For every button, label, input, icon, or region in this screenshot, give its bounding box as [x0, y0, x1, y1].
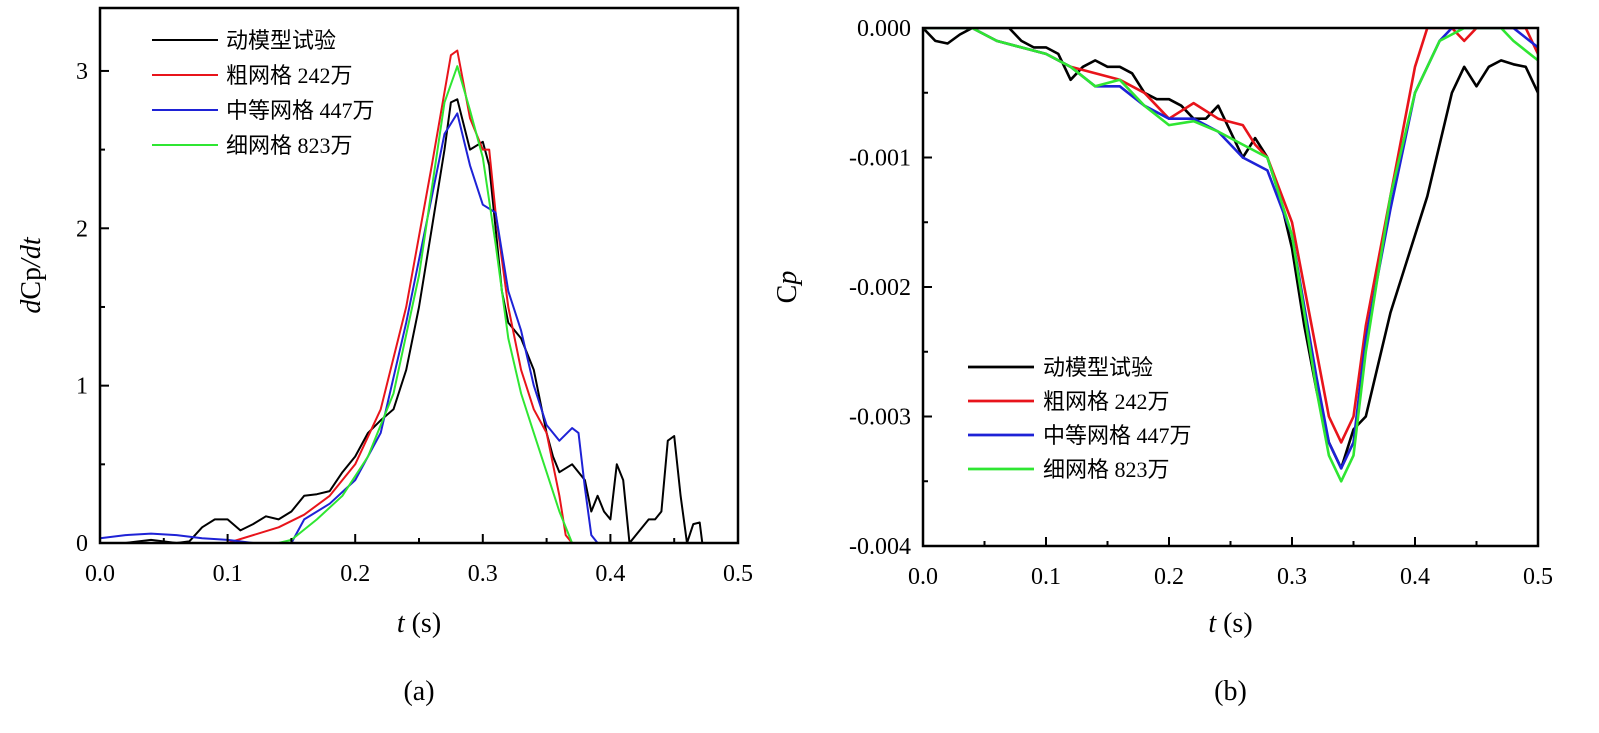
series-line-4: [923, 28, 1538, 483]
series-line-2: [100, 49, 573, 543]
series-line-1: [923, 28, 1538, 470]
x-tick-label: 0.0: [908, 564, 938, 590]
x-tick-label: 0.3: [468, 561, 498, 587]
x-tick-label: 0.1: [213, 561, 243, 587]
x-axis-title: t (s): [1208, 608, 1252, 639]
y-tick-label: 1: [76, 374, 88, 400]
chart-a: 0.0 0.1 0.2 0.3 0.4 0.5 0 1 2 3 t (s) dCp/dt 动模型试验粗网…: [16, 6, 753, 707]
legend-label: 粗网格 242万: [1043, 389, 1170, 414]
series-line-1: [100, 98, 704, 543]
legend-label: 中等网格 447万: [1043, 423, 1192, 448]
x-tick-label: 0.4: [1400, 564, 1430, 590]
series-lines: [100, 49, 704, 543]
y-tick-label: -0.001: [849, 146, 911, 172]
y-axis-title: dCp/dt: [16, 236, 47, 313]
legend-label: 动模型试验: [1043, 355, 1153, 380]
series-line-4: [100, 65, 574, 543]
y-tick-label: 0.000: [857, 16, 911, 42]
x-tick-label: 0.1: [1031, 564, 1061, 590]
y-tick-label: 3: [76, 59, 88, 85]
x-tick-label: 0.4: [595, 561, 625, 587]
legend-label: 动模型试验: [226, 28, 336, 53]
series-lines: [923, 28, 1538, 483]
legend-label: 细网格 823万: [226, 133, 353, 158]
series-line-3: [100, 112, 599, 543]
chart-b: 0.0 0.1 0.2 0.3 0.4 0.5 0.000 -0.001 -0.002 -0.00…: [772, 16, 1553, 707]
y-tick-label: -0.002: [849, 275, 911, 301]
y-tick-label: -0.003: [849, 405, 911, 431]
y-tick-label: 2: [76, 216, 88, 242]
legend-label: 细网格 823万: [1043, 457, 1170, 482]
x-tick-label: 0.5: [1523, 564, 1553, 590]
y-axis-title: Cp: [772, 271, 803, 304]
x-tick-label: 0.2: [1154, 564, 1184, 590]
legend-label: 中等网格 447万: [226, 98, 375, 123]
panel-caption: (a): [403, 676, 434, 707]
x-tick-label: 0.3: [1277, 564, 1307, 590]
series-line-2: [923, 28, 1538, 444]
panel-caption: (b): [1214, 676, 1247, 707]
x-tick-label: 0.2: [340, 561, 370, 587]
y-tick-label: -0.004: [849, 534, 911, 560]
x-axis-title: t (s): [397, 608, 441, 639]
y-tick-label: 0: [76, 531, 88, 557]
legend-label: 粗网格 242万: [226, 63, 353, 88]
x-tick-label: 0.5: [723, 561, 753, 587]
x-tick-label: 0.0: [85, 561, 115, 587]
